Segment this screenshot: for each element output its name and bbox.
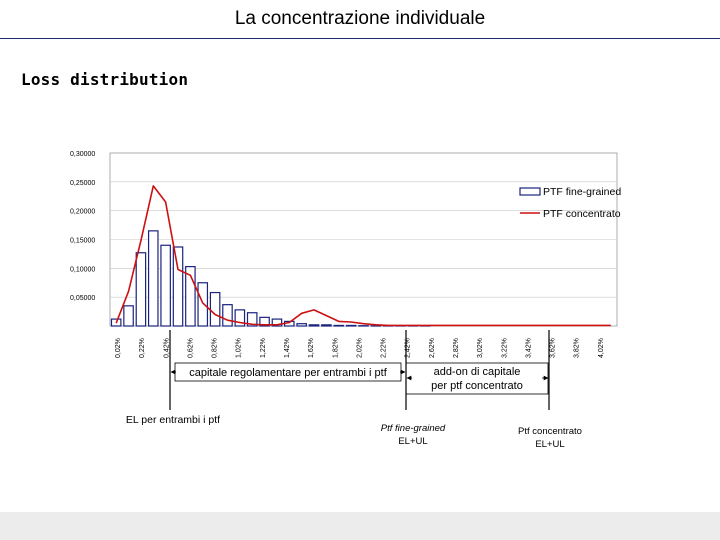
- x-tick-label: 2,22%: [381, 338, 388, 358]
- x-tick-label: 3,42%: [525, 338, 532, 358]
- bar-fine-grained: [123, 305, 134, 327]
- bar-fine-grained: [321, 324, 332, 327]
- fine-grained-label-line1: Ptf fine-grained: [381, 423, 446, 434]
- slide-title: La concentrazione individuale: [0, 0, 720, 39]
- bar-fine-grained: [345, 324, 357, 327]
- x-tick-label: 0,42%: [163, 338, 170, 358]
- addon-label-line2: per ptf concentrato: [431, 380, 523, 392]
- legend-swatch-fine-grained: [519, 187, 541, 196]
- x-tick-label: 0,22%: [139, 338, 146, 358]
- y-tick-label: 0,20000: [70, 209, 95, 216]
- addon-label-line1: add-on di capitale: [434, 366, 521, 378]
- x-tick-label: 3,02%: [477, 338, 484, 358]
- x-tick-label: 2,02%: [356, 338, 363, 358]
- concentrato-label-line2: EL+UL: [535, 439, 564, 450]
- x-tick-label: 3,22%: [501, 338, 508, 358]
- bar-fine-grained: [160, 244, 171, 327]
- y-tick-label: 0,05000: [70, 295, 95, 302]
- bar-fine-grained: [147, 230, 159, 327]
- bar-fine-grained: [259, 316, 270, 327]
- concentrato-label-line1: Ptf concentrato: [518, 426, 582, 437]
- y-tick-label: 0,15000: [70, 238, 95, 245]
- line-concentrato: [115, 185, 611, 327]
- x-tick-label: 1,02%: [236, 338, 243, 358]
- x-tick-label: 2,62%: [429, 338, 436, 358]
- x-tick-label: 2,42%: [405, 338, 412, 358]
- x-tick-label: 0,62%: [187, 338, 194, 358]
- legend-label-fine-grained: PTF fine-grained: [543, 186, 621, 198]
- x-tick-label: 3,62%: [550, 338, 557, 358]
- x-tick-label: 0,82%: [212, 338, 219, 358]
- bar-fine-grained: [185, 266, 196, 327]
- addon-box: [405, 362, 549, 395]
- y-tick-label: 0,30000: [70, 151, 95, 158]
- bar-fine-grained: [222, 304, 233, 327]
- bar-fine-grained: [135, 252, 147, 327]
- legend-label-concentrato: PTF concentrato: [543, 208, 621, 220]
- bar-fine-grained: [172, 246, 184, 327]
- x-tick-label: 1,82%: [332, 338, 339, 358]
- x-tick-label: 1,42%: [284, 338, 291, 358]
- slide-subtitle: Loss distribution: [21, 70, 189, 89]
- y-tick-label: 0,25000: [70, 180, 95, 187]
- fine-grained-label-line2: EL+UL: [398, 436, 427, 447]
- el-label: EL per entrambi i ptf: [126, 414, 220, 426]
- x-tick-label: 3,82%: [574, 338, 581, 358]
- x-tick-label: 2,82%: [453, 338, 460, 358]
- x-tick-label: 4,02%: [598, 338, 605, 358]
- bar-fine-grained: [246, 312, 258, 327]
- bar-fine-grained: [333, 324, 345, 327]
- footer-bar: [0, 512, 720, 540]
- bar-fine-grained: [308, 324, 320, 327]
- bar-fine-grained: [234, 309, 246, 327]
- bar-fine-grained: [296, 323, 307, 327]
- y-tick-label: 0,10000: [70, 266, 95, 273]
- x-tick-label: 1,62%: [308, 338, 315, 358]
- bar-fine-grained: [197, 282, 209, 327]
- bar-fine-grained: [209, 291, 221, 327]
- capitale-regolamentare-label: capitale regolamentare per entrambi i pt…: [189, 367, 387, 379]
- bar-fine-grained: [271, 318, 283, 327]
- x-tick-label: 1,22%: [260, 338, 267, 358]
- x-tick-label: 0,02%: [115, 338, 122, 358]
